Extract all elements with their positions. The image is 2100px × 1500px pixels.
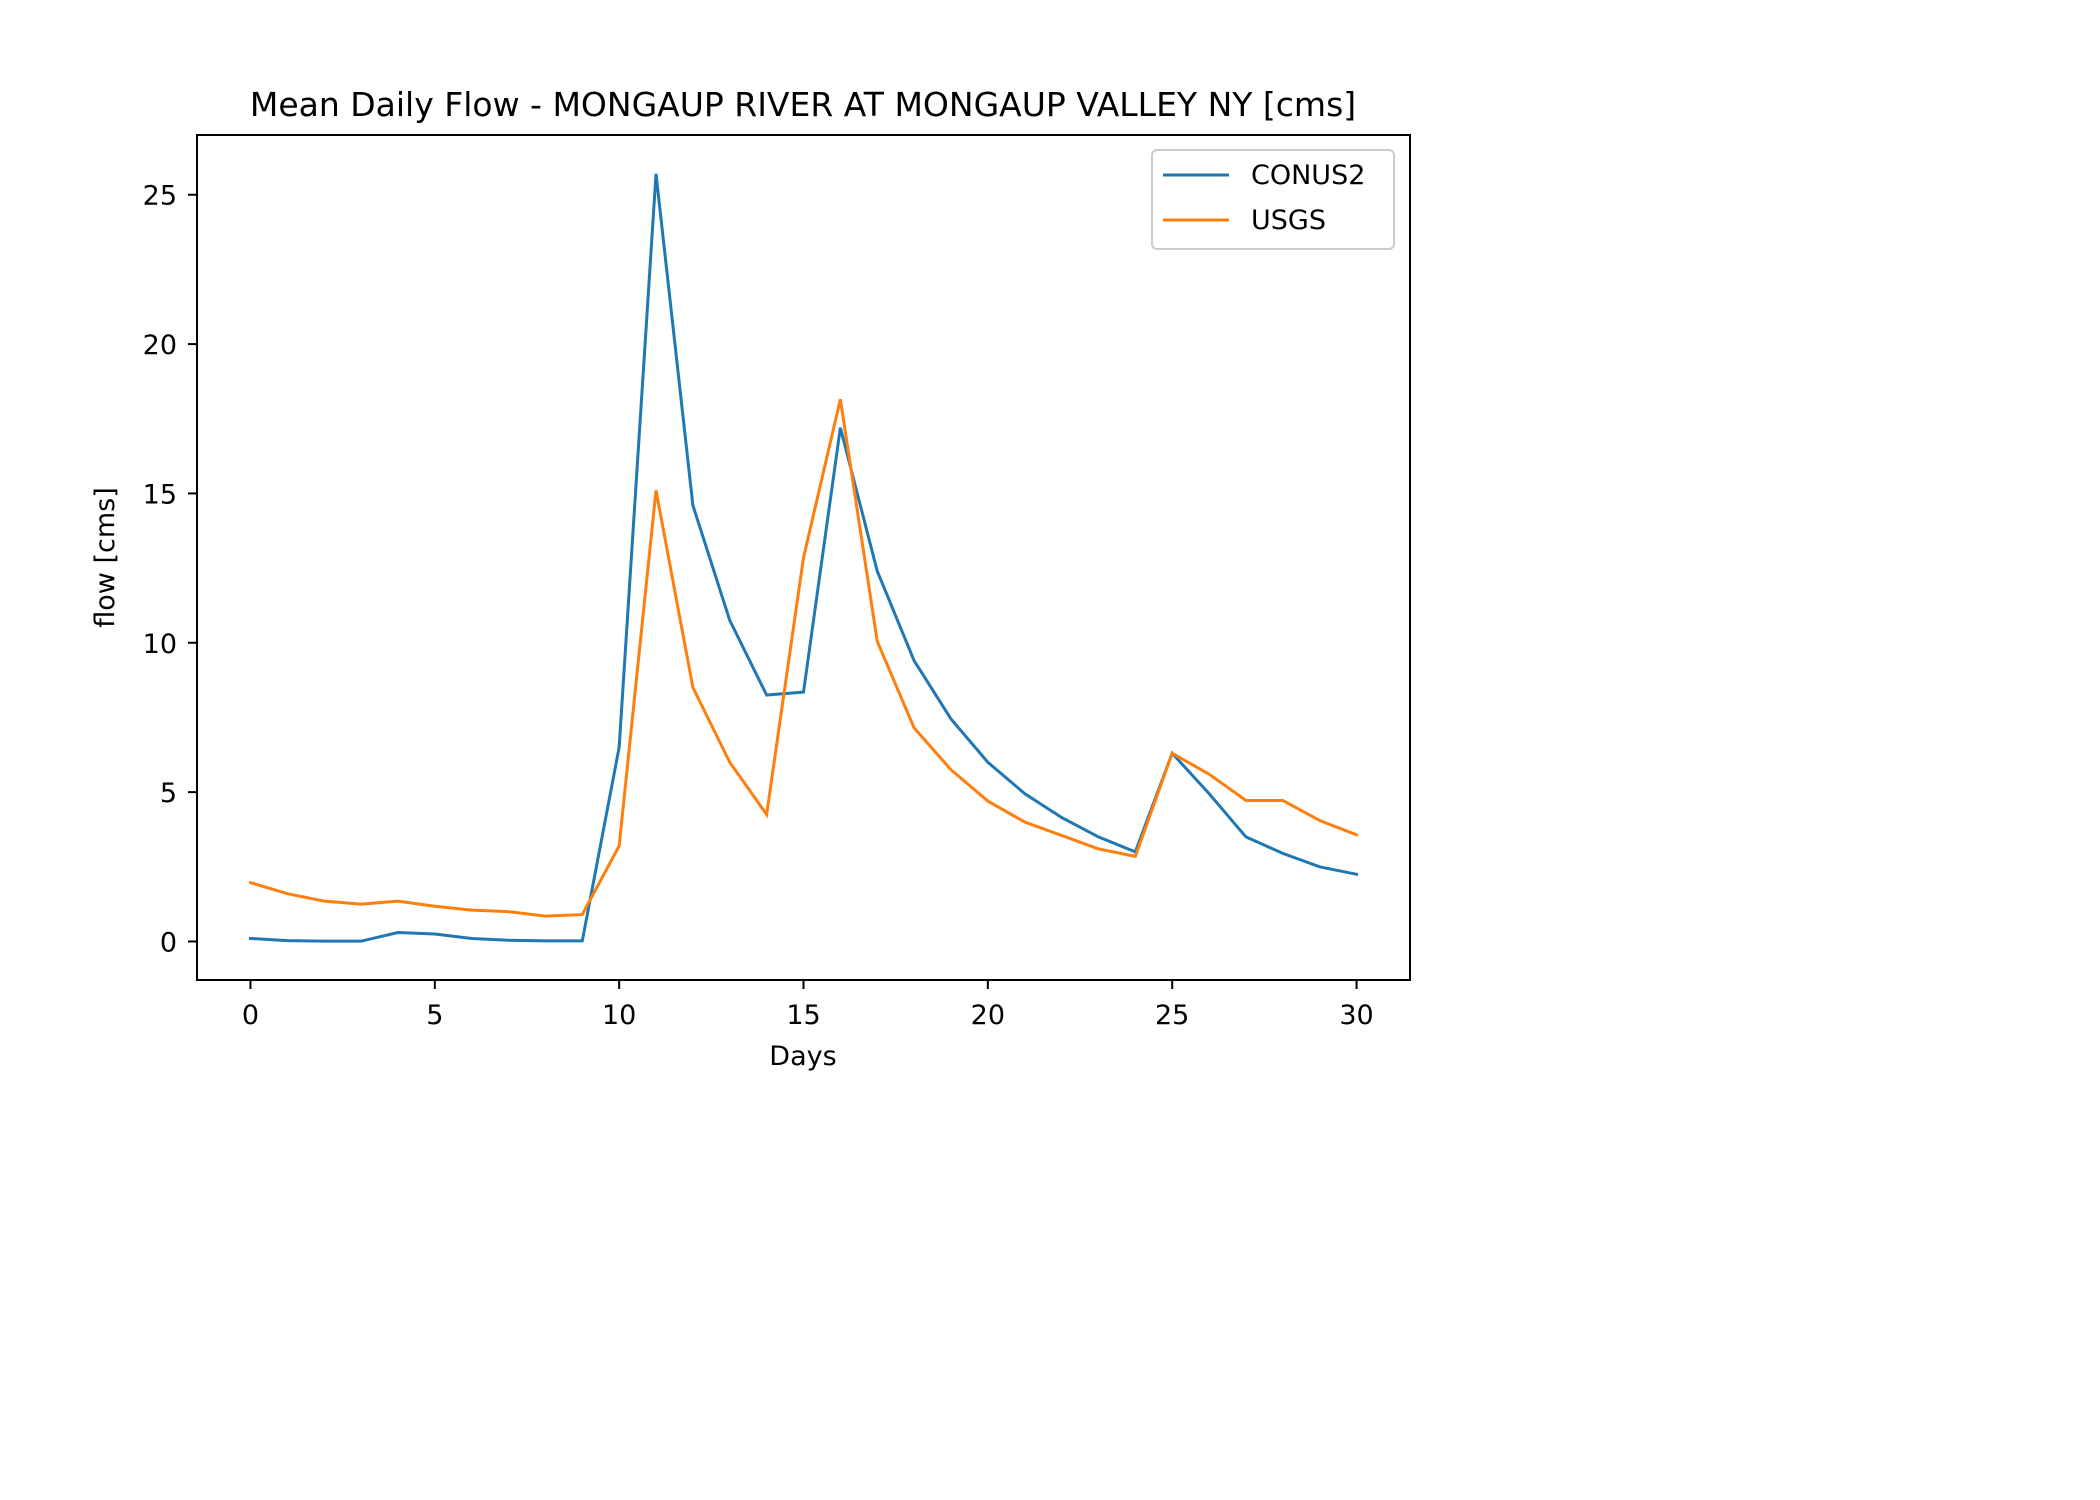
x-tick-label: 0 [242,1000,259,1031]
y-tick-label: 25 [143,181,177,212]
chart-title: Mean Daily Flow - MONGAUP RIVER AT MONGA… [250,85,1356,124]
y-tick-label: 15 [143,479,177,510]
x-tick-label: 25 [1155,1000,1189,1031]
x-tick-label: 10 [602,1000,636,1031]
series-line-usgs [248,398,1359,918]
x-tick-label: 20 [971,1000,1005,1031]
y-tick-label: 5 [160,778,177,809]
legend-label-conus2: CONUS2 [1251,160,1365,191]
y-tick-label: 0 [160,927,177,958]
x-tick-label: 5 [426,1000,443,1031]
line-chart: Mean Daily Flow - MONGAUP RIVER AT MONGA… [90,85,1411,1072]
y-axis: 0 5 10 15 20 25 [143,181,197,958]
y-axis-label: flow [cms] [90,487,121,627]
y-tick-label: 10 [143,629,177,660]
chart-figure: Mean Daily Flow - MONGAUP RIVER AT MONGA… [90,85,1411,1072]
x-axis: 0 5 10 15 20 25 30 [242,980,1374,1031]
y-tick-label: 20 [143,330,177,361]
legend-label-usgs: USGS [1251,205,1326,236]
x-axis-label: Days [769,1041,836,1072]
plot-area [248,173,1359,943]
x-tick-label: 15 [786,1000,820,1031]
x-tick-label: 30 [1339,1000,1373,1031]
legend: CONUS2 USGS [1151,149,1395,250]
